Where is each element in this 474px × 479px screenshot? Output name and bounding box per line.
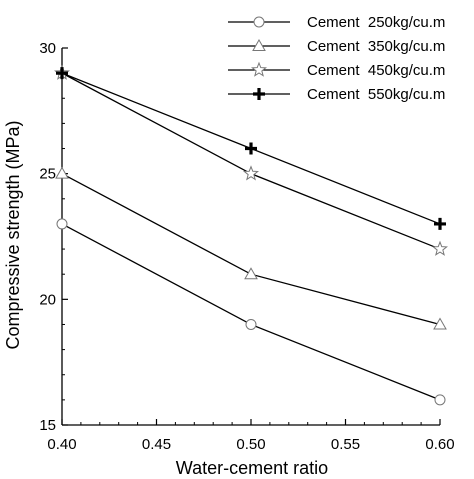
series-line	[61, 173, 441, 326]
y-tick-label: 15	[39, 417, 56, 434]
y-tick-label: 20	[39, 291, 56, 308]
x-tick-label: 0.45	[142, 436, 171, 453]
series-1	[56, 218, 446, 406]
axes: 0.40 0.45 0.50 0.55 0.60 15 20 25 30	[39, 40, 454, 453]
data-point	[55, 166, 69, 179]
data-point	[244, 267, 258, 280]
series-2	[55, 166, 447, 330]
legend-item: Cement 550kg/cu.m	[228, 86, 445, 103]
y-tick-label: 30	[39, 40, 56, 57]
legend: Cement 250kg/cu.m Cement 350kg/cu.m Cement…	[228, 14, 445, 103]
legend-item: Cement 350kg/cu.m	[228, 38, 445, 55]
legend-label: Cement 350kg/cu.m	[307, 38, 445, 55]
series-line	[61, 223, 441, 401]
y-axis-title: Compressive strength (MPa)	[3, 120, 23, 349]
x-tick-label: 0.60	[425, 436, 454, 453]
x-tick-label: 0.50	[236, 436, 265, 453]
legend-item: Cement 450kg/cu.m	[228, 61, 445, 79]
legend-label: Cement 250kg/cu.m	[307, 14, 445, 31]
x-tick-label: 0.55	[331, 436, 360, 453]
data-point	[243, 165, 259, 181]
legend-label: Cement 550kg/cu.m	[307, 86, 445, 103]
x-axis-title: Water-cement ratio	[176, 458, 328, 478]
legend-marker	[253, 16, 265, 28]
data-point	[56, 218, 68, 230]
data-point	[433, 317, 447, 330]
data-point	[245, 318, 257, 330]
legend-marker	[252, 38, 266, 51]
y-tick-label: 25	[39, 166, 56, 183]
x-tick-label: 0.40	[47, 436, 76, 453]
data-point	[245, 142, 257, 155]
legend-marker	[253, 88, 265, 100]
series-4	[56, 67, 446, 230]
data-point	[434, 217, 446, 230]
data-point	[56, 67, 68, 80]
series-layer	[54, 64, 448, 406]
data-point	[434, 394, 446, 406]
legend-label: Cement 450kg/cu.m	[307, 62, 445, 79]
legend-item: Cement 250kg/cu.m	[228, 14, 445, 31]
data-point	[432, 240, 448, 256]
legend-marker	[251, 61, 267, 77]
